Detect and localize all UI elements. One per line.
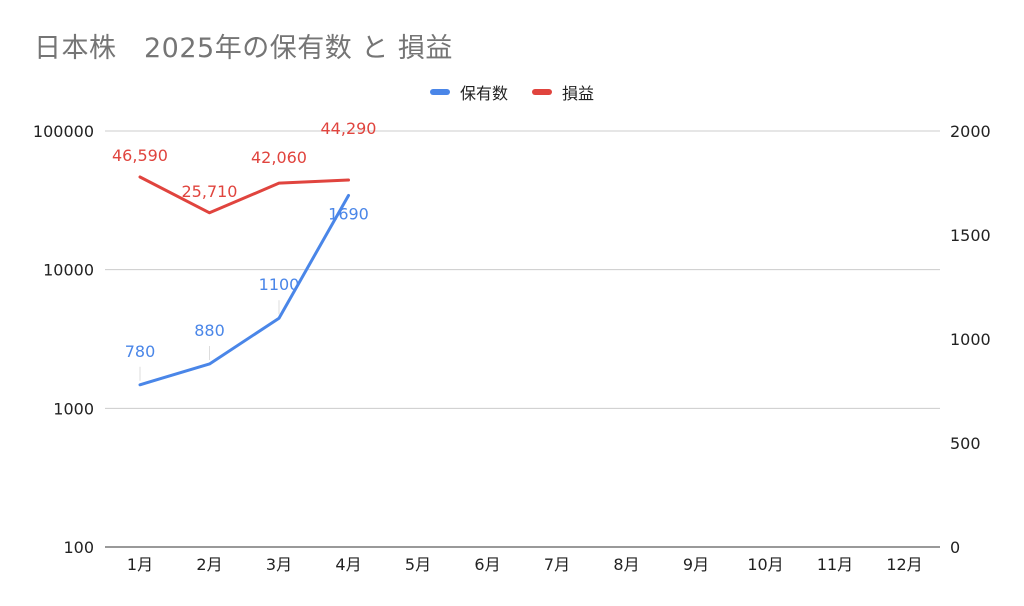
y-right-tick-label: 1500 <box>950 226 991 245</box>
x-tick-label: 4月 <box>335 555 361 574</box>
legend-label-holdings: 保有数 <box>459 84 508 103</box>
x-tick-label: 6月 <box>474 555 500 574</box>
data-label: 880 <box>194 321 225 340</box>
legend-item-pnl: 損益 <box>532 80 594 104</box>
x-tick-label: 7月 <box>544 555 570 574</box>
data-label: 1690 <box>328 204 369 223</box>
y-left-tick-label: 100 <box>63 538 94 557</box>
data-label: 25,710 <box>182 182 238 201</box>
data-label: 44,290 <box>321 119 377 138</box>
data-label: 46,590 <box>112 146 168 165</box>
y-right-tick-label: 500 <box>950 434 981 453</box>
data-label: 780 <box>125 342 156 361</box>
x-tick-label: 8月 <box>613 555 639 574</box>
y-left-tick-label: 1000 <box>53 399 94 418</box>
legend-item-holdings: 保有数 <box>429 80 508 104</box>
x-tick-label: 1月 <box>127 555 153 574</box>
x-tick-label: 3月 <box>266 555 292 574</box>
legend: 保有数 損益 <box>0 80 1024 104</box>
data-label: 42,060 <box>251 148 307 167</box>
y-right-tick-label: 0 <box>950 538 960 557</box>
x-tick-label: 12月 <box>886 555 922 574</box>
chart-title: 日本株 2025年の保有数 と 損益 <box>34 33 453 64</box>
legend-label-pnl: 損益 <box>562 84 595 103</box>
data-label: 1100 <box>259 275 300 294</box>
y-left-tick-label: 10000 <box>43 261 94 280</box>
y-left-tick-label: 100000 <box>33 122 94 141</box>
x-tick-label: 2月 <box>196 555 222 574</box>
y-right-tick-label: 1000 <box>950 330 991 349</box>
legend-swatch-holdings <box>429 89 450 95</box>
series-line-1 <box>138 175 350 215</box>
legend-swatch-pnl <box>532 89 552 95</box>
x-tick-label: 10月 <box>747 555 783 574</box>
x-tick-label: 11月 <box>817 555 853 574</box>
x-tick-label: 5月 <box>405 555 431 574</box>
series-line-0 <box>138 193 350 387</box>
x-tick-label: 9月 <box>683 555 709 574</box>
y-right-tick-label: 2000 <box>950 122 991 141</box>
